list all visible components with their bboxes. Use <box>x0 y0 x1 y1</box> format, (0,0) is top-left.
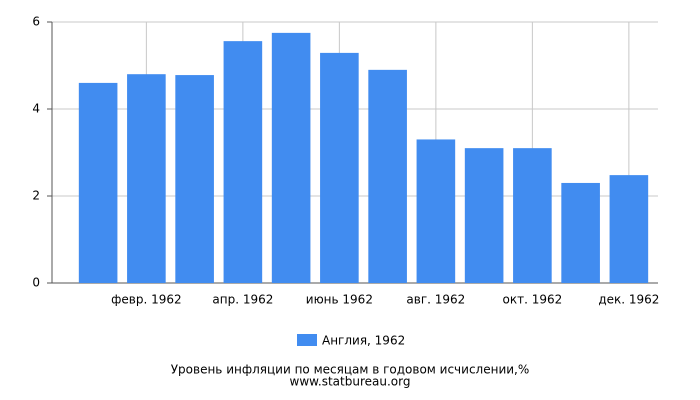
y-tick-label: 6 <box>32 15 40 29</box>
x-tick-label: февр. 1962 <box>111 293 182 307</box>
x-tick-label: окт. 1962 <box>503 293 563 307</box>
y-tick-label: 4 <box>32 102 40 116</box>
bar <box>609 175 649 283</box>
x-tick-label: июнь 1962 <box>306 293 373 307</box>
chart-subtitle: www.statbureau.org <box>290 375 411 389</box>
y-tick-label: 0 <box>32 276 40 290</box>
bar <box>127 74 166 283</box>
bar <box>271 32 311 283</box>
legend-label: Англия, 1962 <box>322 334 405 348</box>
bar <box>561 182 600 283</box>
chart-title: Уровень инфляции по месяцам в годовом ис… <box>171 363 530 377</box>
bar <box>464 148 504 283</box>
legend-swatch <box>297 334 317 346</box>
bar <box>223 41 263 283</box>
bar <box>368 69 407 283</box>
bar <box>513 148 552 283</box>
x-tick-label: авг. 1962 <box>406 293 465 307</box>
bar <box>78 82 118 284</box>
bar <box>416 139 456 283</box>
bar <box>175 75 214 283</box>
bar <box>320 52 359 284</box>
y-tick-label: 2 <box>32 189 40 203</box>
x-tick-label: апр. 1962 <box>212 293 273 307</box>
x-tick-label: дек. 1962 <box>598 293 659 307</box>
